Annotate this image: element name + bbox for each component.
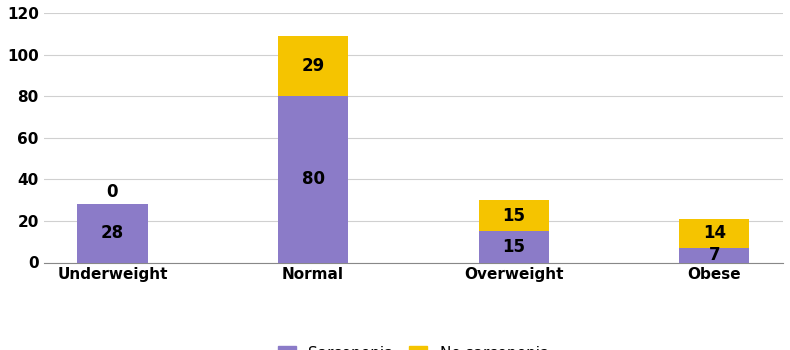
- Bar: [679, 248, 750, 262]
- Text: 80: 80: [302, 170, 325, 188]
- Bar: [679, 219, 750, 248]
- Legend: Sarcopenia, No sarcopenia: Sarcopenia, No sarcopenia: [272, 340, 555, 350]
- Text: 0: 0: [107, 183, 118, 201]
- Bar: [479, 200, 549, 231]
- Text: 15: 15: [502, 207, 525, 225]
- Text: 29: 29: [302, 57, 325, 75]
- Text: 28: 28: [101, 224, 124, 243]
- Bar: [278, 96, 348, 262]
- Text: 7: 7: [709, 246, 720, 264]
- Bar: [77, 204, 148, 262]
- Bar: [278, 36, 348, 96]
- Text: 15: 15: [502, 238, 525, 256]
- Bar: [479, 231, 549, 262]
- Text: 14: 14: [703, 224, 726, 243]
